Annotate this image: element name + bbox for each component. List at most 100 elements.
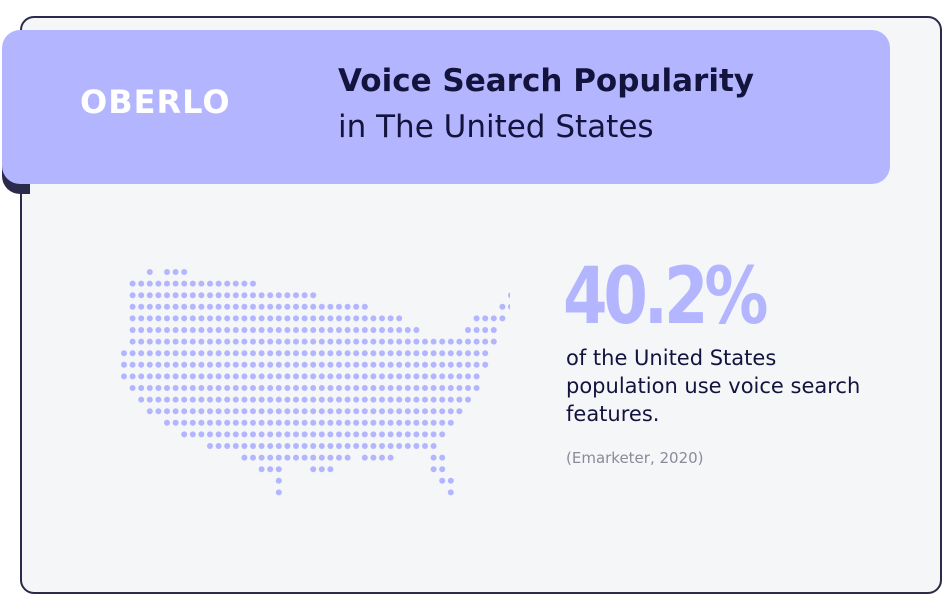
map-dot xyxy=(361,431,368,438)
map-dot xyxy=(138,350,145,357)
map-dot xyxy=(447,489,454,496)
map-dot xyxy=(241,350,248,357)
map-dot xyxy=(336,361,342,368)
map-dot xyxy=(146,338,153,345)
map-dot xyxy=(318,373,325,380)
map-dot xyxy=(215,292,222,299)
map-dot xyxy=(267,292,274,299)
map-dot xyxy=(155,408,162,415)
map-dot xyxy=(258,385,265,391)
map-dot xyxy=(370,454,377,461)
map-dot xyxy=(301,350,308,357)
map-dot xyxy=(327,419,334,426)
map-dot xyxy=(482,350,489,357)
map-dot xyxy=(379,454,385,461)
map-dot xyxy=(439,419,446,426)
map-dot xyxy=(275,385,282,391)
map-dot xyxy=(275,431,282,438)
map-dot xyxy=(456,396,463,403)
map-dot xyxy=(189,396,196,403)
map-dot xyxy=(198,396,205,403)
map-dot xyxy=(275,408,282,415)
map-dot xyxy=(353,303,360,310)
map-dot xyxy=(267,373,274,380)
map-dot xyxy=(198,373,205,380)
map-dot xyxy=(447,350,454,357)
map-dot xyxy=(146,385,153,391)
map-dot xyxy=(241,385,248,391)
map-dot xyxy=(258,315,265,322)
map-dot xyxy=(189,431,196,438)
map-dot xyxy=(318,419,325,426)
map-dot xyxy=(293,454,299,461)
map-dot xyxy=(241,443,248,449)
map-dot xyxy=(232,280,239,287)
map-dot xyxy=(361,373,368,380)
map-dot xyxy=(387,361,394,368)
map-dot xyxy=(198,361,205,368)
map-dot xyxy=(232,385,239,391)
map-dot xyxy=(155,350,162,357)
map-dot xyxy=(473,315,480,322)
map-dot xyxy=(447,373,454,380)
map-dot xyxy=(456,373,463,380)
map-dot xyxy=(198,338,205,345)
map-dot xyxy=(198,315,205,322)
map-dot xyxy=(301,385,308,391)
map-dot xyxy=(336,396,342,403)
map-dot xyxy=(379,396,385,403)
map-dot xyxy=(267,303,274,310)
map-dot xyxy=(232,443,239,449)
map-dot xyxy=(396,373,403,380)
map-dot xyxy=(327,396,334,403)
map-dot xyxy=(129,303,136,310)
map-dot xyxy=(293,373,299,380)
map-dot xyxy=(258,361,265,368)
map-dot xyxy=(215,280,222,287)
map-dot xyxy=(172,350,179,357)
map-dot xyxy=(370,315,377,322)
map-dot xyxy=(336,373,342,380)
map-dot xyxy=(413,338,420,345)
map-dot xyxy=(138,338,145,345)
map-dot xyxy=(490,327,497,333)
map-dot xyxy=(284,361,291,368)
map-dot xyxy=(250,303,256,310)
map-dot xyxy=(138,303,145,310)
map-dot xyxy=(241,327,248,333)
map-dot xyxy=(318,385,325,391)
map-dot xyxy=(447,338,454,345)
map-dot xyxy=(318,350,325,357)
map-dot xyxy=(439,408,446,415)
map-dot xyxy=(447,408,454,415)
map-dot xyxy=(146,315,153,322)
map-dot xyxy=(155,303,162,310)
map-dot xyxy=(301,327,308,333)
map-dot xyxy=(318,327,325,333)
map-dot xyxy=(379,373,385,380)
map-dot xyxy=(241,292,248,299)
map-dot xyxy=(430,408,437,415)
map-dot xyxy=(215,350,222,357)
map-dot xyxy=(396,350,403,357)
map-dot xyxy=(293,292,299,299)
map-dot xyxy=(344,303,351,310)
map-dot xyxy=(215,361,222,368)
map-dot xyxy=(224,385,231,391)
map-dot xyxy=(232,350,239,357)
map-dot xyxy=(138,327,145,333)
map-dot xyxy=(353,350,360,357)
map-dot xyxy=(456,338,463,345)
map-dot xyxy=(370,361,377,368)
map-dot xyxy=(439,466,446,473)
map-dot xyxy=(422,361,428,368)
map-dot xyxy=(473,350,480,357)
map-dot xyxy=(258,466,265,473)
map-dot xyxy=(456,408,463,415)
map-dot xyxy=(181,280,188,287)
map-dot xyxy=(413,443,420,449)
map-dot xyxy=(387,396,394,403)
map-dot xyxy=(310,292,317,299)
map-dot xyxy=(327,373,334,380)
map-dot xyxy=(224,408,231,415)
